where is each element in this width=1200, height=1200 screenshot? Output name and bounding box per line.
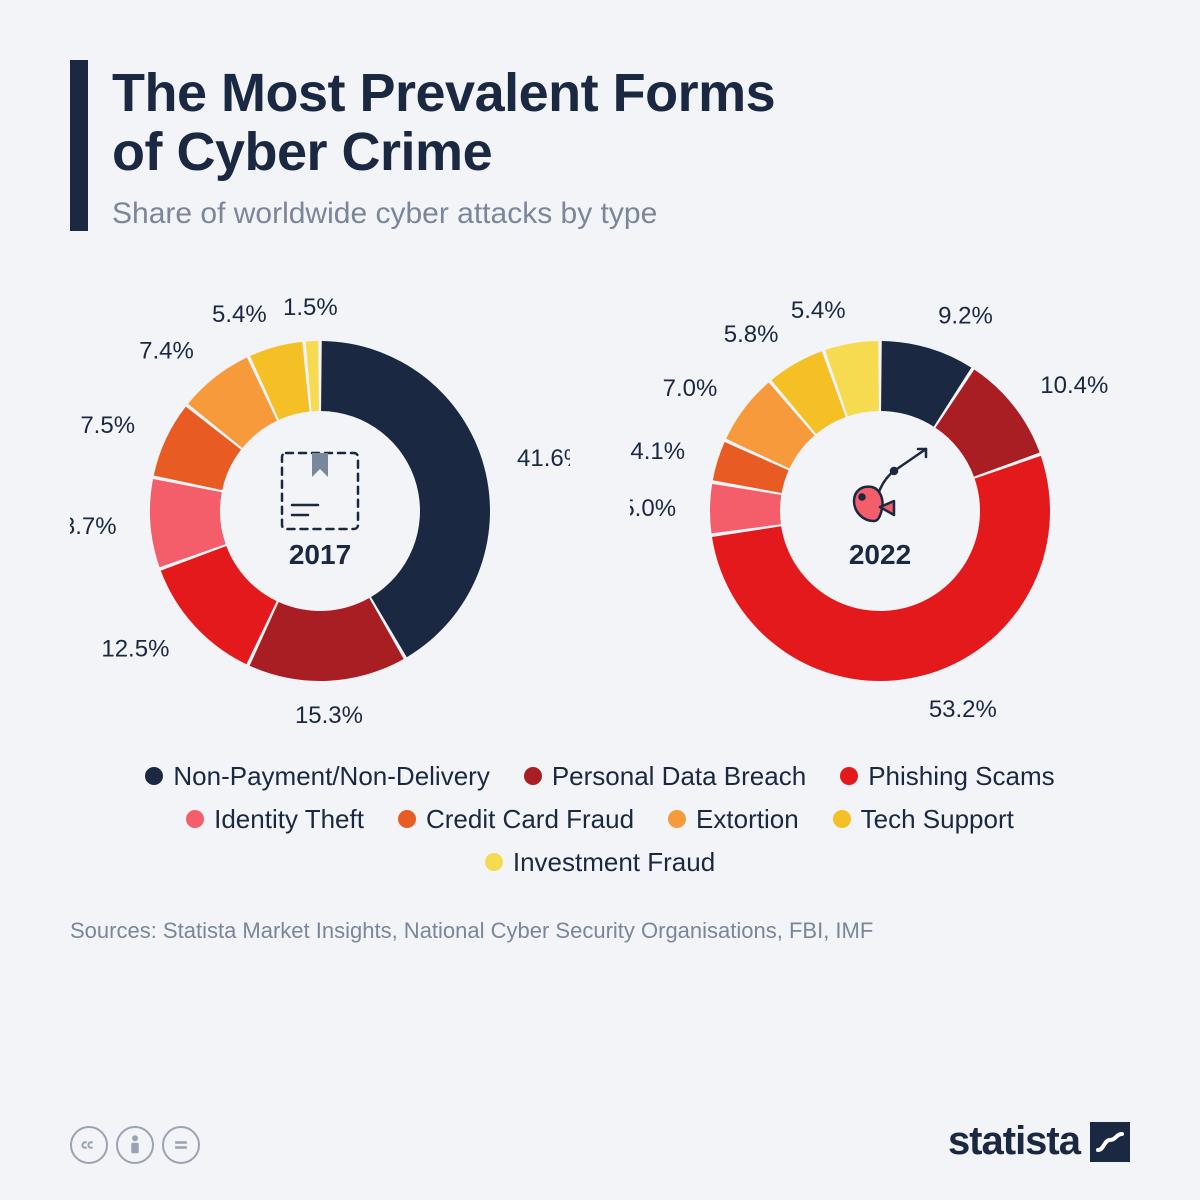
nd-icon xyxy=(162,1126,200,1164)
legend-item-non_payment: Non-Payment/Non-Delivery xyxy=(145,761,489,792)
legend-item-personal_data: Personal Data Breach xyxy=(524,761,806,792)
charts-row: 41.6% 15.3% 12.5% 8.7% 7.5% 7.4% 5.4% 1.5% 2017… xyxy=(70,261,1130,741)
slice-label-investment: 1.5% xyxy=(283,294,338,321)
sources-text: Sources: Statista Market Insights, Natio… xyxy=(70,918,1130,944)
title-line1: The Most Prevalent Forms xyxy=(112,64,775,123)
brand-logo: statista xyxy=(948,1119,1130,1164)
header: The Most Prevalent Forms of Cyber Crime … xyxy=(70,60,1130,231)
legend-item-phishing: Phishing Scams xyxy=(840,761,1054,792)
swatch-icon xyxy=(833,810,851,828)
slice-label-credit_card: 4.1% xyxy=(630,438,685,465)
legend-label: Identity Theft xyxy=(214,804,364,835)
swatch-icon xyxy=(186,810,204,828)
slice-identity xyxy=(710,484,781,534)
legend-label: Personal Data Breach xyxy=(552,761,806,792)
slice-label-personal_data: 10.4% xyxy=(1040,372,1108,399)
title-block: The Most Prevalent Forms of Cyber Crime … xyxy=(112,60,775,231)
slice-label-identity: 8.7% xyxy=(70,513,117,540)
brand-text: statista xyxy=(948,1119,1080,1164)
center-icon xyxy=(282,453,358,529)
legend-item-credit_card: Credit Card Fraud xyxy=(398,804,634,835)
center-icon xyxy=(854,449,926,521)
brand-mark-icon xyxy=(1090,1122,1130,1162)
swatch-icon xyxy=(145,767,163,785)
legend-item-extortion: Extortion xyxy=(668,804,799,835)
legend-label: Credit Card Fraud xyxy=(426,804,634,835)
swatch-icon xyxy=(524,767,542,785)
swatch-icon xyxy=(668,810,686,828)
legend-item-identity: Identity Theft xyxy=(186,804,364,835)
swatch-icon xyxy=(840,767,858,785)
donut-2022: 9.2% 10.4% 53.2% 5.0% 4.1% 7.0%5.8% 5.4% 2022 xyxy=(630,261,1130,741)
slice-label-extortion: 7.4% xyxy=(139,337,194,364)
title-line2: of Cyber Crime xyxy=(112,123,775,182)
swatch-icon xyxy=(485,853,503,871)
year-label: 2017 xyxy=(289,539,351,571)
slice-label-extortion: 7.0% xyxy=(663,375,718,402)
legend-label: Phishing Scams xyxy=(868,761,1054,792)
cc-icons xyxy=(70,1126,200,1164)
slice-label-credit_card: 7.5% xyxy=(80,412,135,439)
slice-label-identity: 5.0% xyxy=(630,495,676,522)
slice-label-non_payment: 9.2% xyxy=(938,302,993,329)
slice-label-personal_data: 15.3% xyxy=(295,702,363,729)
slice-label-tech_support: 5.8% xyxy=(724,321,779,348)
donut-2017: 41.6% 15.3% 12.5% 8.7% 7.5% 7.4% 5.4% 1.5% 2017 xyxy=(70,261,570,741)
year-label: 2022 xyxy=(849,539,911,571)
legend-label: Tech Support xyxy=(861,804,1014,835)
slice-label-phishing: 53.2% xyxy=(929,696,997,723)
accent-bar xyxy=(70,60,88,231)
footer: statista xyxy=(70,1119,1130,1164)
slice-label-phishing: 12.5% xyxy=(101,635,169,662)
legend-item-tech_support: Tech Support xyxy=(833,804,1014,835)
cc-icon xyxy=(70,1126,108,1164)
legend-label: Extortion xyxy=(696,804,799,835)
swatch-icon xyxy=(398,810,416,828)
slice-label-tech_support: 5.4% xyxy=(212,301,267,328)
legend-item-investment: Investment Fraud xyxy=(485,847,715,878)
by-icon xyxy=(116,1126,154,1164)
legend-label: Investment Fraud xyxy=(513,847,715,878)
subtitle: Share of worldwide cyber attacks by type xyxy=(112,197,775,231)
legend-label: Non-Payment/Non-Delivery xyxy=(173,761,489,792)
slice-label-non_payment: 41.6% xyxy=(517,445,570,472)
legend: Non-Payment/Non-Delivery Personal Data Br… xyxy=(140,761,1060,878)
slice-label-investment: 5.4% xyxy=(791,297,846,324)
